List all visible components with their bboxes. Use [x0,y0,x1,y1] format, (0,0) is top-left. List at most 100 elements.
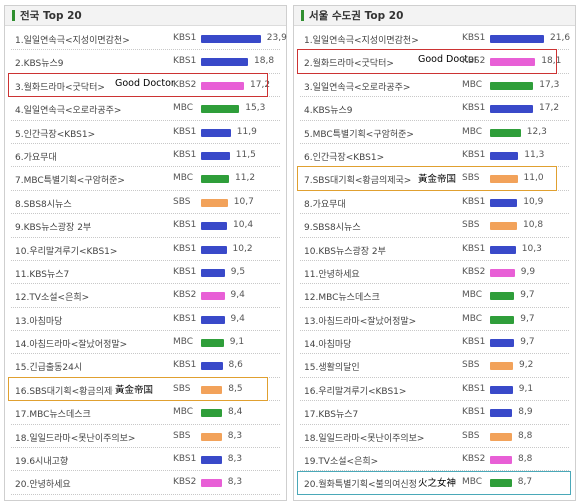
rating-value: 8,5 [228,383,243,394]
rating-bar [201,385,223,394]
channel-label: KBS1 [462,407,486,418]
rating-bar [201,268,225,277]
program-annotation: Good Doctor [115,77,175,89]
panel-title: 서울 수도권 Top 20 [309,10,404,22]
panel-seoul: 서울 수도권 Top 20 1.일일연속극<지성이면감천> KBS1 21,6 2.월… [293,5,576,501]
rating-value: 11,3 [524,149,545,160]
rating-bar [201,198,228,207]
program-name: 16.우리말겨루기<KBS1> [304,386,407,397]
ranking-row: 17.MBC뉴스데스크 MBC 8,4 [11,401,280,425]
ranking-row: 18.일일드라마<못난이주의보> SBS 8,8 [300,425,569,449]
rating-bar [201,432,222,441]
ranking-row: 2.월화드라마<굿닥터> Good Doctor KBS2 18,1 [300,50,569,74]
rating-bar [490,339,515,348]
ranking-row: 13.아침마당 KBS1 9,4 [11,308,280,332]
program-name: 5.인간극장<KBS1> [15,129,96,140]
channel-label: MBC [462,477,483,488]
header-marker [301,10,304,21]
channel-label: SBS [462,220,480,231]
rating-bar [490,385,513,394]
ranking-row: 10.우리말겨루기<KBS1> KBS1 10,2 [11,238,280,261]
rating-value: 10,9 [523,196,544,207]
channel-label: SBS [462,430,480,441]
ranking-row: 19.TV소설<은희> KBS2 8,8 [300,448,569,472]
rating-value: 17,2 [539,103,560,114]
ranking-row: 12.MBC뉴스데스크 MBC 9,7 [300,284,569,308]
channel-label: KBS1 [173,360,197,371]
ranking-row: 4.KBS뉴스9 KBS1 17,2 [300,97,569,121]
rating-bar [490,128,521,137]
channel-label: KBS2 [173,79,197,90]
channel-label: KBS1 [462,149,486,160]
channel-label: KBS2 [462,454,486,465]
program-name: 15.긴급출동24시 [15,363,83,374]
program-name: 8.SBS8시뉴스 [15,199,72,210]
rating-value: 9,9 [520,266,536,277]
rating-bar [201,58,248,67]
rating-bar [201,315,225,324]
rating-bar [201,128,231,137]
channel-label: KBS1 [462,33,486,43]
rating-value: 8,6 [228,360,243,371]
rating-value: 10,2 [232,243,253,254]
rating-bar [490,81,534,90]
ranking-row: 5.인간극장<KBS1> KBS1 11,9 [11,121,280,144]
channel-label: MBC [173,103,194,114]
channel-label: SBS [173,383,191,394]
rating-bar [201,175,229,184]
rating-bar [490,245,516,254]
program-name: 17.KBS뉴스7 [304,410,359,421]
program-name: 10.KBS뉴스광장 2부 [304,246,386,257]
ranking-row: 14.아침드라마<잘났어정말> MBC 9,1 [11,331,280,355]
rating-value: 8,8 [518,454,533,465]
rating-value: 9,4 [230,313,245,324]
channel-label: KBS1 [173,243,197,254]
rating-value: 21,6 [550,33,571,43]
rating-value: 9,1 [518,383,534,394]
ranking-row: 5.MBC특별기획<구암허준> MBC 12,3 [300,121,569,144]
program-annotation: 黃金帝国 [115,384,154,396]
program-name: 2.KBS뉴스9 [15,59,64,70]
ranking-row: 1.일일연속극<지성이면감천> KBS1 21,6 [300,27,571,51]
rating-bar [490,222,517,231]
ranking-row: 20.월화특별기획<불의여신정이>火之女神 MBC 8,7 [300,471,569,495]
panel-header: 서울 수도권 Top 20 [294,6,575,26]
program-name: 19.TV소설<은희> [304,457,379,468]
rating-bar [201,456,222,465]
rating-value: 9,5 [230,266,246,277]
program-name: 3.월화드라마<굿닥터> [15,82,105,93]
rating-value: 15,3 [245,103,266,114]
program-name: 2.월화드라마<굿닥터> [304,59,394,70]
rating-value: 11,9 [236,126,257,137]
rating-bar [201,245,227,254]
ranking-row: 11.KBS뉴스7 KBS1 9,5 [11,261,280,285]
rating-bar [490,58,536,67]
ranking-row: 9.SBS8시뉴스 SBS 10,8 [300,214,569,238]
ranking-row: 8.가요무대 KBS1 10,9 [300,191,569,215]
rating-bar [490,456,512,465]
rating-value: 9,7 [520,313,535,324]
rating-bar [490,198,518,207]
ranking-row: 20.안녕하세요 KBS2 8,3 [11,471,280,495]
program-name: 16.SBS대기획<황금의제국> [15,386,113,397]
ranking-row: 11.안녕하세요 KBS2 9,9 [300,261,569,285]
panel-header: 전국 Top 20 [5,6,286,26]
rating-value: 8,7 [517,477,533,488]
program-name: 18.일일드라마<못난이주의보> [15,433,136,444]
program-name: 8.가요무대 [304,199,346,210]
ranking-row: 6.가요무대 KBS1 11,5 [11,144,280,168]
ranking-row: 2.KBS뉴스9 KBS1 18,8 [11,50,280,74]
program-name: 20.월화특별기획<불의여신정이> [304,480,416,491]
ranking-row: 6.인간극장<KBS1> KBS1 11,3 [300,144,569,168]
channel-label: MBC [173,407,194,418]
rating-bar [201,409,222,418]
channel-label: MBC [173,173,194,184]
ranking-row: 15.생활의달인 SBS 9,2 [300,354,569,378]
ranking-row: 16.우리말겨루기<KBS1> KBS1 9,1 [300,378,569,402]
channel-label: KBS1 [173,33,197,43]
channel-label: KBS2 [173,477,197,488]
program-annotation: 火之女神 [418,478,457,490]
ranking-row: 1.일일연속극<지성이면감천> KBS1 23,9 [11,27,287,51]
rating-value: 10,7 [233,196,254,207]
channel-label: KBS1 [173,126,197,137]
